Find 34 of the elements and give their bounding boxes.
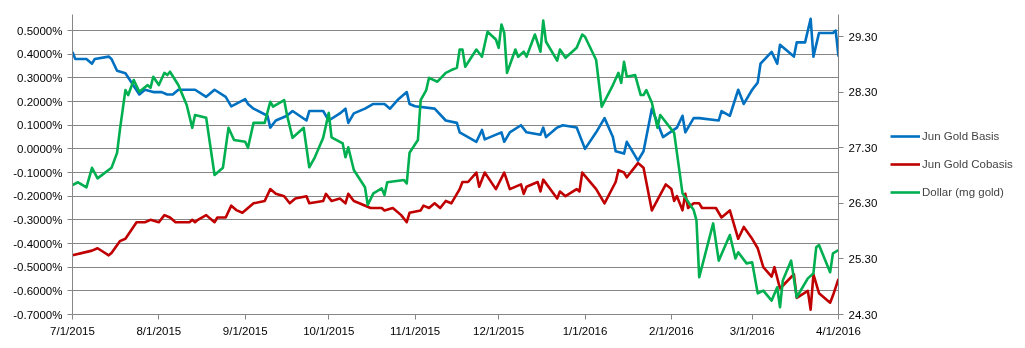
y-tick-label: -0.7000% — [13, 308, 63, 321]
y2-tick-label: 24.30 — [848, 308, 878, 321]
x-tick-label: 8/1/2015 — [136, 324, 182, 337]
y-tick-label: 0.5000% — [17, 24, 63, 37]
y-tick-label: 0.3000% — [17, 71, 63, 84]
x-tick-label: 11/1/2015 — [389, 324, 441, 337]
x-tick-label: 7/1/2015 — [50, 324, 95, 337]
line-series — [72, 19, 839, 309]
y2-tick-label: 25.30 — [848, 252, 878, 265]
y-tick-label: 0.0000% — [17, 142, 63, 155]
x-tick-label: 3/1/2016 — [729, 324, 775, 337]
x-tick-label: 12/1/2015 — [473, 324, 525, 337]
y-tick-label: 0.4000% — [17, 48, 63, 61]
x-tick-label: 10/1/2015 — [303, 324, 355, 337]
y-tick-label: -0.1000% — [13, 166, 63, 179]
x-tick-label: 9/1/2015 — [222, 324, 268, 337]
legend-label: Dollar (mg gold) — [922, 186, 1004, 198]
y2-tick-label: 27.30 — [848, 141, 878, 154]
legend-label: Jun Gold Cobasis — [922, 158, 1013, 170]
y-tick-label: -0.6000% — [13, 284, 63, 297]
x-tick-label: 4/1/2016 — [816, 324, 861, 337]
y-tick-label: -0.3000% — [13, 213, 63, 226]
y-tick-label: -0.4000% — [13, 237, 63, 250]
x-tick-label: 1/1/2016 — [562, 324, 608, 337]
line-series — [72, 17, 839, 163]
legend-label: Jun Gold Basis — [922, 130, 1000, 142]
y-tick-label: 0.2000% — [17, 95, 63, 108]
y-tick-label: -0.5000% — [13, 261, 63, 274]
x-tick-label: 2/1/2016 — [648, 324, 694, 337]
y2-tick-label: 29.30 — [848, 30, 878, 43]
y2-tick-label: 28.30 — [848, 86, 878, 99]
y-tick-label: -0.2000% — [13, 190, 63, 203]
y2-tick-label: 26.30 — [848, 197, 878, 210]
y-tick-label: 0.1000% — [17, 119, 63, 132]
